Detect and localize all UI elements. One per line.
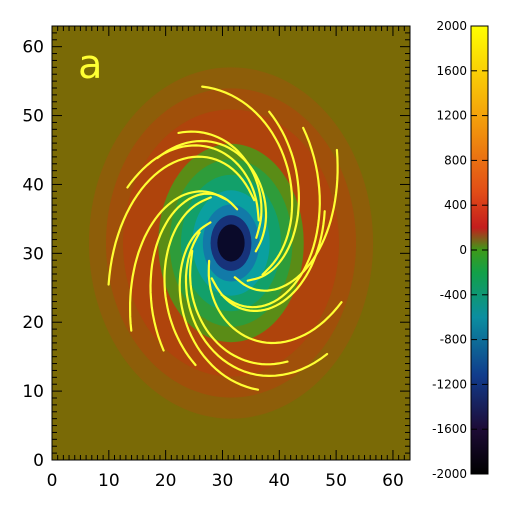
field-line [126,144,260,222]
field-line [201,85,294,276]
field-line [163,196,212,367]
colorbar-tick-label: -800 [440,333,467,347]
field-line [207,259,343,345]
field-line [129,190,228,332]
plot-frame [51,25,411,461]
y-tick-label: 60 [22,38,44,58]
y-tick-label: 20 [22,313,44,333]
field-line [107,155,256,286]
field-line [156,139,268,253]
colorbar-tick-label: -2000 [432,467,467,481]
colorbar-ticks: 2000 1600 1200 800 400 0 -400 -800 -1200 -1600 -20… [432,19,488,481]
x-tick-label: 50 [325,471,347,491]
y-tick-label: 50 [22,107,44,127]
x-tick-label: 60 [382,471,404,491]
field-line [188,249,289,366]
y-tick-label: 30 [22,244,44,264]
y-tick-label: 0 [33,451,44,471]
colorbar-tick-label: 0 [459,243,467,257]
panel-label: a [78,42,103,88]
core-band [217,224,245,262]
field-line [246,110,301,282]
colorbar-tick-label: -1600 [432,422,467,436]
y-tick-label: 40 [22,175,44,195]
plot-area: a [51,25,411,461]
field-line [184,231,329,378]
colorbar-tick-label: -1200 [432,377,467,391]
colorbar-tick-label: 800 [444,153,467,167]
x-tick-label: 30 [212,471,234,491]
x-tick-label: 20 [155,471,177,491]
colorbar-tick-label: 1600 [436,64,467,78]
field-lines [107,85,343,391]
field-line [233,148,339,292]
axes: 0 10 20 30 40 50 60 0 10 20 30 40 50 60 [22,25,411,491]
x-tick-label: 10 [98,471,120,491]
y-tick-label: 10 [22,382,44,402]
colorbar-tick-label: 1200 [436,109,467,123]
colorbar: 2000 1600 1200 800 400 0 -400 -800 -1200 -1600 -20… [432,19,489,481]
colorbar-tick-label: 400 [444,198,467,212]
field-line [178,221,260,391]
x-tick-label: 40 [268,471,290,491]
x-tick-label: 0 [47,471,58,491]
colorbar-tick-label: 2000 [436,19,467,33]
colorbar-tick-label: -400 [440,288,467,302]
